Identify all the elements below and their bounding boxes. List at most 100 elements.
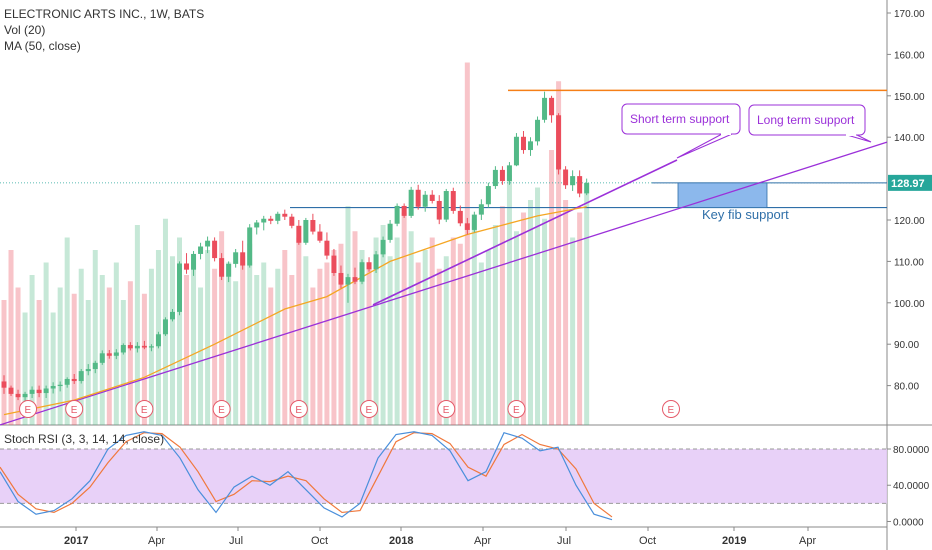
candle[interactable] [331,255,337,273]
candle[interactable] [535,119,541,142]
stoch-k-line[interactable] [0,431,613,521]
stoch-rsi-label[interactable]: Stoch RSI (3, 3, 14, 14, close) [4,432,165,446]
candle[interactable] [191,253,197,270]
candle[interactable] [478,204,484,215]
candle[interactable] [492,169,498,187]
candle[interactable] [8,387,14,394]
candle[interactable] [268,218,274,221]
candle[interactable] [324,240,330,256]
candle[interactable] [141,345,147,348]
candle[interactable] [542,97,548,120]
candle[interactable] [380,239,386,255]
candle[interactable] [113,352,119,356]
candle[interactable] [50,386,56,389]
volume-indicator-label[interactable]: Vol (20) [4,23,46,37]
candle[interactable] [43,388,49,394]
candle[interactable] [226,263,232,277]
candle[interactable] [99,353,105,363]
earnings-marker[interactable] [212,400,231,418]
candle[interactable] [261,218,267,223]
candle[interactable] [457,210,463,224]
earnings-marker[interactable] [135,400,154,418]
candle[interactable] [240,252,246,266]
short-term-trendline[interactable] [372,159,678,306]
candle[interactable] [296,225,302,243]
candle[interactable] [415,189,421,207]
candle[interactable] [520,136,526,151]
candle[interactable] [443,191,449,220]
earnings-marker[interactable] [662,400,680,418]
candle[interactable] [387,223,393,240]
ma-indicator-label[interactable]: MA (50, close) [4,39,81,53]
candle[interactable] [422,194,428,207]
candle[interactable] [127,345,133,349]
candle[interactable] [570,176,576,186]
candle[interactable] [317,231,323,241]
candle[interactable] [15,393,21,398]
candle[interactable] [359,262,365,282]
candle[interactable] [177,263,182,312]
candle[interactable] [549,97,555,116]
candle[interactable] [120,345,126,353]
candle[interactable] [64,378,70,385]
candle[interactable] [169,311,175,320]
candle[interactable] [212,240,218,259]
candle[interactable] [57,384,63,387]
candle[interactable] [528,141,533,151]
candle[interactable] [155,334,161,347]
candle[interactable] [289,216,295,226]
candle[interactable] [233,252,239,264]
candle[interactable] [22,393,28,398]
candle[interactable] [303,220,309,243]
earnings-marker[interactable] [437,400,456,418]
earnings-marker[interactable] [507,400,526,418]
candle[interactable] [36,389,42,394]
candle[interactable] [1,381,7,388]
candle[interactable] [584,182,590,194]
main-pane[interactable] [0,0,887,425]
candle[interactable] [275,213,281,221]
candle[interactable] [310,220,316,232]
ma50-line[interactable] [3,206,587,416]
candle[interactable] [506,165,512,182]
candle[interactable] [78,371,84,382]
candle[interactable] [205,240,211,247]
candle[interactable] [408,189,414,216]
candle[interactable] [352,277,358,282]
candle[interactable] [134,345,140,349]
candle[interactable] [556,115,562,170]
stoch-d-line[interactable] [0,432,613,518]
candle[interactable] [373,254,379,270]
candle[interactable] [106,353,112,356]
candle[interactable] [401,205,407,216]
earnings-marker[interactable] [65,400,84,418]
candle[interactable] [429,194,435,201]
long-term-trendline[interactable] [0,141,888,426]
candle[interactable] [338,272,344,285]
candle[interactable] [85,369,91,372]
long-term-callout-box[interactable] [748,104,866,136]
candle[interactable] [345,277,351,285]
candle[interactable] [464,223,470,230]
candle[interactable] [499,169,505,182]
candle[interactable] [184,263,190,270]
candle[interactable] [366,262,372,270]
candle[interactable] [450,191,456,211]
candle[interactable] [219,258,225,277]
earnings-marker[interactable] [19,400,38,418]
candle[interactable] [148,346,154,348]
candle[interactable] [394,205,400,224]
candle[interactable] [247,227,253,266]
earnings-marker[interactable] [360,400,379,418]
candle[interactable] [282,213,288,217]
candle[interactable] [254,222,260,228]
candle[interactable] [485,186,491,205]
candle[interactable] [577,176,583,194]
candle[interactable] [471,214,477,230]
candle[interactable] [92,362,98,370]
candle[interactable] [71,378,77,382]
earnings-marker[interactable] [289,400,308,418]
candle[interactable] [436,200,442,220]
candle[interactable] [29,389,35,394]
candle[interactable] [513,136,519,166]
